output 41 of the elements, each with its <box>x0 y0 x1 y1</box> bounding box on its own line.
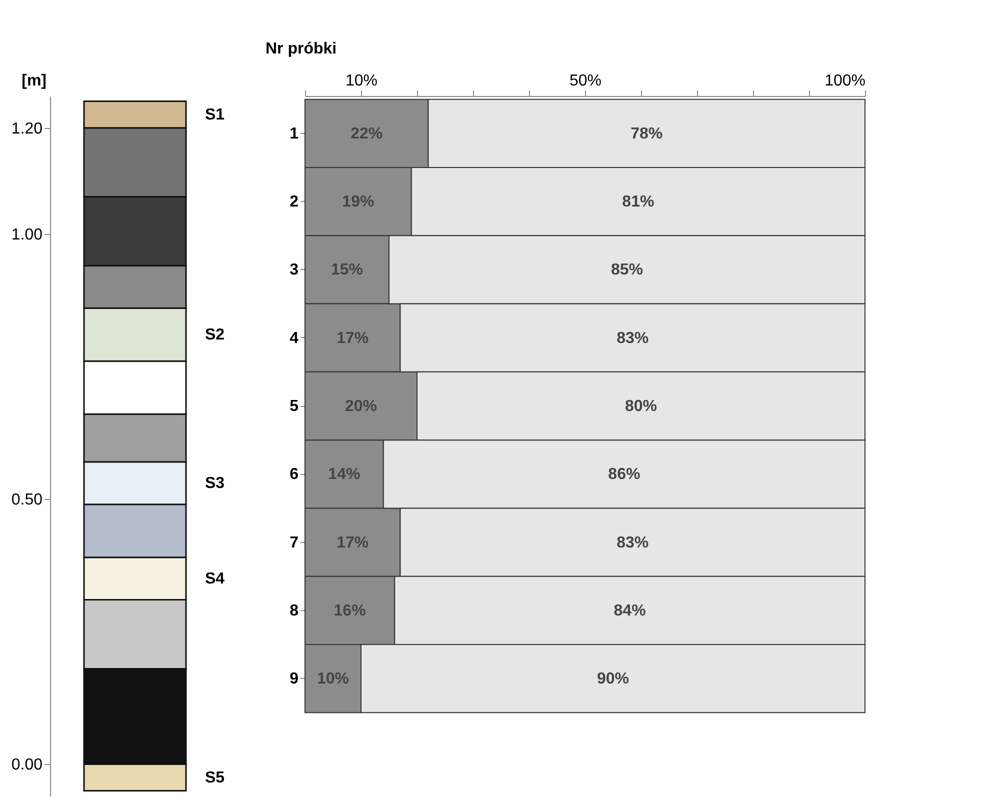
y-tick-label: 4 <box>290 330 299 347</box>
text: 78% <box>630 125 663 142</box>
text: 20% <box>344 398 378 415</box>
y-tick-label: 9 <box>290 670 299 688</box>
y-tick-label: 1.20 <box>11 120 43 138</box>
text: 19% <box>342 194 374 211</box>
x-tick-label: 10% <box>345 72 378 90</box>
y-tick-label: 0.50 <box>11 492 43 509</box>
text: 16% <box>334 602 366 620</box>
x-tick-label: 50% <box>569 72 602 90</box>
text: 90% <box>596 670 630 688</box>
y-tick-label: 7 <box>290 534 299 552</box>
text: 14% <box>328 466 360 484</box>
series-label: S3 <box>205 475 225 492</box>
y-tick-label: 5 <box>290 398 299 415</box>
y-axis-title: [m] <box>22 72 46 90</box>
y-tick-label: 3 <box>290 262 299 279</box>
text: 81% <box>622 194 654 211</box>
y-tick-label: 6 <box>290 466 299 484</box>
text: 22% <box>350 125 383 142</box>
y-axis-title: Nr próbki <box>266 40 337 58</box>
y-tick-label: 1 <box>290 125 299 142</box>
text: 17% <box>336 534 369 552</box>
text: 17% <box>336 330 369 347</box>
text: 80% <box>624 398 658 415</box>
series-label: S5 <box>205 769 225 786</box>
text: 86% <box>608 466 640 484</box>
text: 15% <box>330 262 364 279</box>
text: 85% <box>610 262 644 279</box>
y-tick-label: 2 <box>290 194 299 211</box>
y-tick-label: 8 <box>290 602 299 620</box>
y-tick-label: 0.00 <box>11 756 43 774</box>
x-tick-label: 100% <box>824 72 866 90</box>
series-label: S4 <box>205 570 225 588</box>
text: 10% <box>316 670 350 688</box>
text: 84% <box>614 602 646 620</box>
text: 83% <box>616 330 649 347</box>
text: 83% <box>616 534 649 552</box>
series-label: S1 <box>205 106 225 124</box>
series-label: S2 <box>205 326 225 344</box>
y-tick-label: 1.00 <box>11 226 43 244</box>
